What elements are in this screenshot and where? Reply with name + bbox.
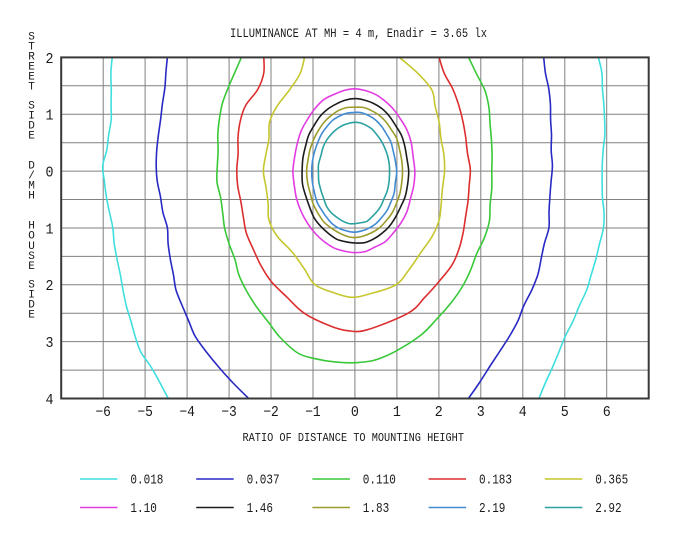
svg-text:S: S — [28, 100, 35, 112]
svg-text:0.018: 0.018 — [130, 473, 163, 489]
svg-text:D: D — [28, 300, 35, 312]
svg-text:1: 1 — [46, 222, 54, 238]
svg-text:I: I — [28, 290, 35, 302]
svg-text:1.46: 1.46 — [247, 501, 273, 517]
svg-text:0.110: 0.110 — [363, 473, 396, 489]
svg-text:D: D — [28, 161, 35, 173]
svg-text:2.92: 2.92 — [595, 501, 621, 517]
svg-text:2.19: 2.19 — [479, 501, 505, 517]
svg-text:M: M — [28, 181, 35, 193]
svg-text:4: 4 — [46, 393, 54, 409]
svg-text:6: 6 — [603, 405, 611, 421]
svg-text:−4: −4 — [179, 405, 195, 421]
svg-text:−3: −3 — [221, 405, 237, 421]
svg-text:2: 2 — [435, 405, 443, 421]
svg-text:E: E — [28, 130, 35, 142]
svg-text:R: R — [28, 52, 35, 64]
svg-text:−2: −2 — [263, 405, 279, 421]
svg-text:E: E — [28, 261, 35, 273]
svg-text:E: E — [28, 310, 35, 322]
svg-text:RATIO OF DISTANCE TO MOUNTING: RATIO OF DISTANCE TO MOUNTING HEIGHT — [243, 431, 465, 445]
svg-text:/: / — [28, 171, 35, 183]
svg-text:0.037: 0.037 — [247, 473, 280, 489]
svg-text:4: 4 — [519, 405, 527, 421]
svg-text:0.365: 0.365 — [595, 473, 628, 489]
svg-text:1: 1 — [393, 405, 401, 421]
svg-text:U: U — [28, 241, 35, 253]
svg-text:5: 5 — [561, 405, 569, 421]
svg-text:H: H — [28, 221, 35, 233]
svg-text:O: O — [28, 231, 35, 243]
svg-text:D: D — [28, 120, 35, 132]
svg-text:2: 2 — [46, 52, 54, 68]
svg-text:1.10: 1.10 — [130, 501, 156, 517]
svg-text:ILLUMINANCE AT MH = 4 m, Enadi: ILLUMINANCE AT MH = 4 m, Enadir = 3.65 l… — [230, 26, 487, 41]
svg-text:T: T — [28, 41, 35, 53]
svg-text:1.83: 1.83 — [363, 501, 389, 517]
svg-text:S: S — [28, 251, 35, 263]
svg-text:1: 1 — [46, 109, 54, 125]
svg-text:0.183: 0.183 — [479, 473, 512, 489]
svg-text:E: E — [28, 72, 35, 84]
svg-text:H: H — [28, 191, 35, 203]
svg-text:−6: −6 — [95, 405, 111, 421]
svg-text:−5: −5 — [137, 405, 153, 421]
svg-text:2: 2 — [46, 279, 54, 295]
svg-text:0: 0 — [351, 405, 359, 421]
svg-text:3: 3 — [46, 336, 54, 352]
svg-text:S: S — [28, 280, 35, 292]
svg-text:E: E — [28, 62, 35, 74]
svg-text:−1: −1 — [305, 405, 321, 421]
svg-text:I: I — [28, 110, 35, 122]
svg-text:0: 0 — [46, 166, 54, 182]
svg-text:S: S — [28, 31, 35, 43]
svg-text:T: T — [28, 82, 35, 94]
svg-text:3: 3 — [477, 405, 485, 421]
